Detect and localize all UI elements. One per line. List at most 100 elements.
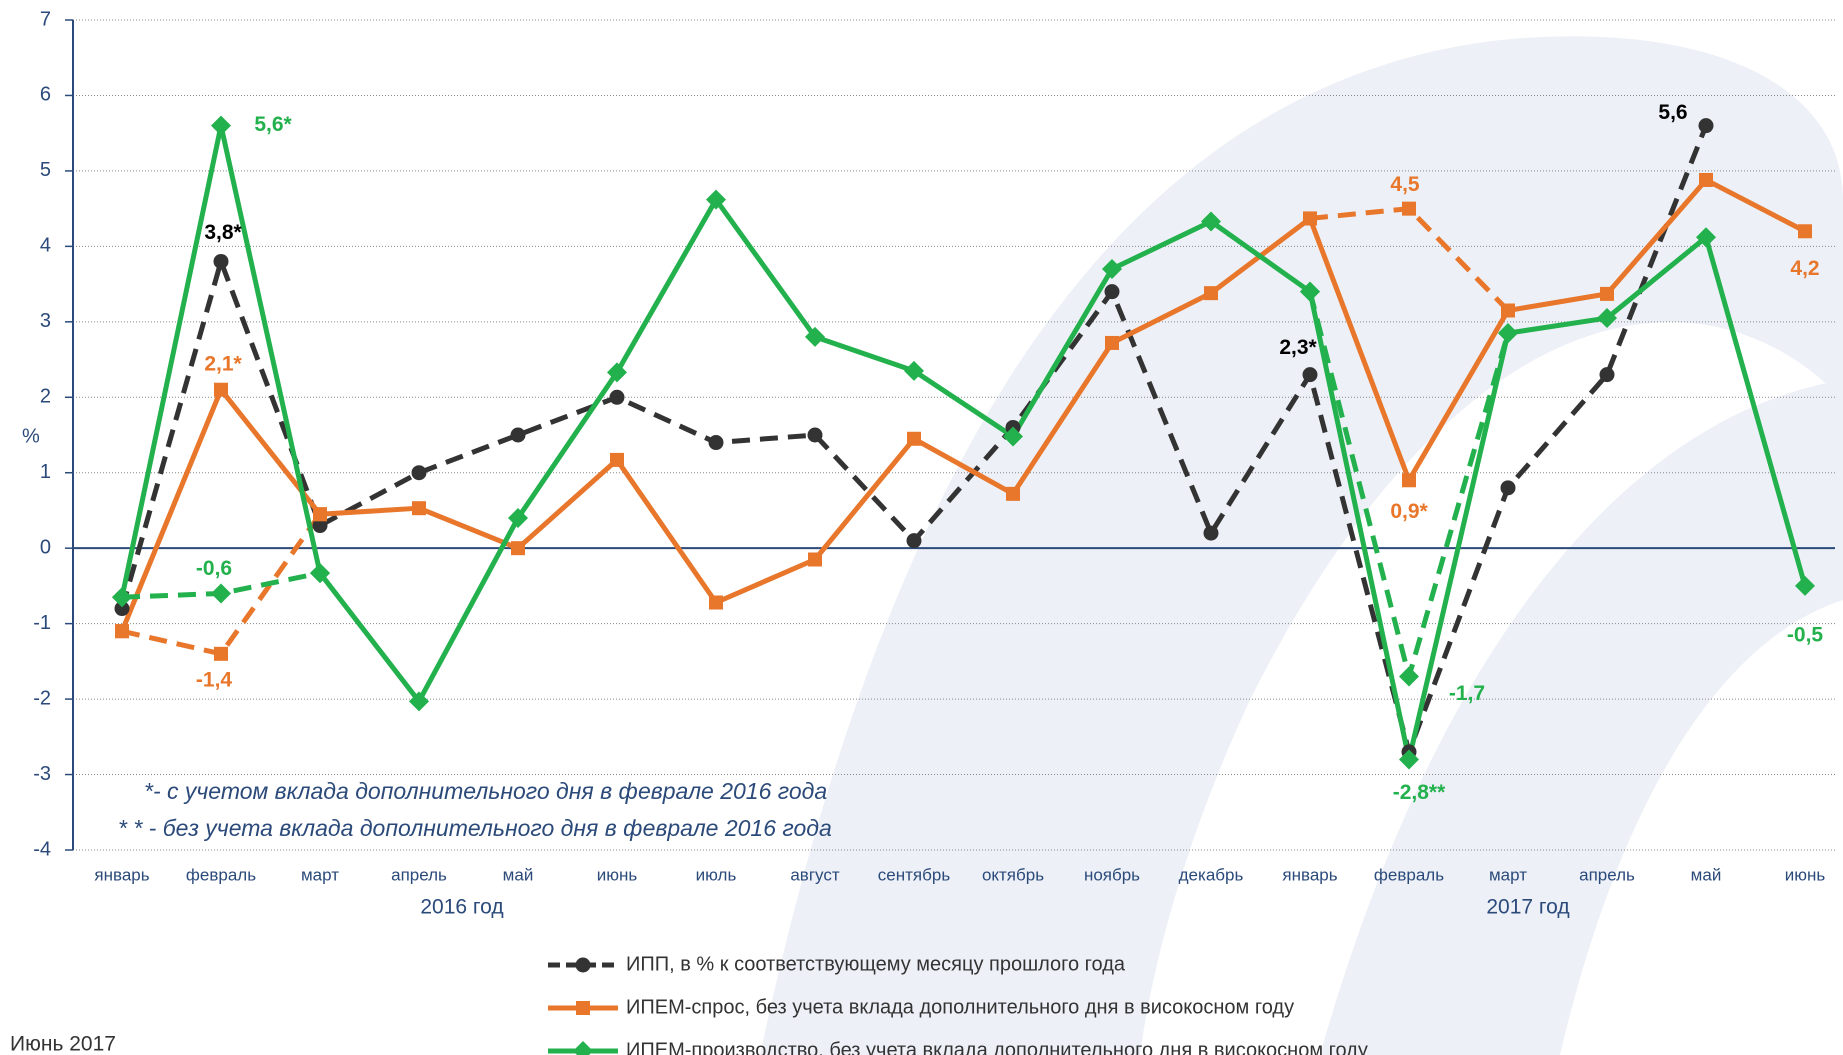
footnote: *- с учетом вклада дополнительного дня в… [144,778,827,804]
marker [214,646,228,661]
y-tick-label: 0 [40,536,51,558]
marker [1104,284,1120,300]
marker [1102,259,1122,279]
legend-marker [576,1001,590,1015]
year-label: 2016 год [420,896,503,919]
marker [1501,303,1515,318]
marker [1204,286,1218,301]
marker [213,253,229,269]
series-line [119,123,1808,762]
marker [1300,281,1320,302]
x-tick-label: апрель [1579,865,1635,884]
marker [411,465,427,481]
marker [709,595,723,610]
value-label: -2,8** [1393,781,1446,804]
marker [904,360,924,381]
y-tick-label: -4 [33,838,51,860]
year-label: 2017 год [1486,896,1569,919]
value-label: 5,6 [1658,101,1687,124]
marker [1798,224,1812,239]
x-tick-label: декабрь [1179,865,1244,884]
value-label: 4,2 [1790,257,1819,280]
x-tick-label: июль [696,865,737,884]
y-tick-label: -2 [33,687,51,709]
marker [609,389,625,405]
marker [310,563,330,584]
marker [112,587,132,608]
y-tick-label: 3 [40,310,51,332]
marker [114,601,130,617]
marker [1699,172,1713,187]
marker [805,326,825,347]
marker [1698,118,1714,134]
x-tick-label: май [503,865,534,884]
marker [211,583,231,604]
y-tick-label: 2 [40,386,51,408]
marker [508,508,528,528]
marker [907,431,921,446]
marker [211,115,231,136]
value-label: -0,5 [1787,623,1824,646]
y-axis-label: % [22,425,40,447]
x-tick-label: февраль [1374,865,1444,884]
y-tick-label: 1 [40,461,51,483]
y-tick-label: 4 [40,235,51,257]
date-note: Июнь 2017 [10,1033,116,1055]
marker [706,189,726,210]
marker [510,427,526,443]
value-label: 3,8* [204,221,242,244]
marker [409,691,429,712]
marker [807,427,823,443]
value-label: -1,7 [1449,682,1485,705]
marker [708,435,724,451]
x-tick-label: июнь [597,865,638,884]
x-tick-label: январь [94,865,149,884]
marker [1402,473,1416,488]
y-tick-label: 6 [40,84,51,106]
y-tick-label: 7 [40,8,51,30]
marker [1003,426,1023,447]
x-tick-label: июнь [1785,865,1826,884]
marker [1399,666,1419,687]
x-tick-label: ноябрь [1084,865,1140,884]
marker [1201,211,1221,232]
value-label: 2,3* [1279,336,1317,359]
value-label: 2,1* [204,352,242,375]
marker [1696,227,1716,248]
value-label: 4,5 [1390,173,1420,196]
marker [511,541,525,556]
marker [1500,480,1516,496]
marker [1303,211,1317,226]
y-tick-label: -1 [33,612,51,634]
marker [1600,286,1614,301]
legend-label: ИПЕМ-спрос, без учета вклада дополнитель… [626,996,1294,1018]
marker [312,518,328,534]
value-label: 0,9* [1390,500,1428,523]
marker [1006,486,1020,501]
x-tick-label: август [790,865,839,884]
marker [607,362,627,383]
y-tick-label: -3 [33,763,51,785]
legend-label: ИПЕМ-производство, без учета вклада допо… [626,1039,1368,1055]
marker [1105,335,1119,350]
marker [1498,323,1518,344]
marker [1203,525,1219,541]
x-tick-label: январь [1282,865,1337,884]
x-tick-label: март [301,865,339,884]
value-label: -0,6 [196,557,232,580]
x-tick-label: февраль [186,865,256,884]
marker [906,533,922,549]
x-tick-label: март [1489,865,1527,884]
marker [1399,749,1419,770]
x-tick-label: май [1691,865,1722,884]
marker [214,382,228,397]
marker [115,624,129,639]
marker [313,507,327,522]
x-tick-label: сентябрь [878,865,951,884]
marker [1597,308,1617,329]
marker [1795,575,1815,596]
marker [1402,201,1416,216]
marker [1599,367,1615,383]
footnote: * * - без учета вклада дополнительного д… [118,815,832,841]
